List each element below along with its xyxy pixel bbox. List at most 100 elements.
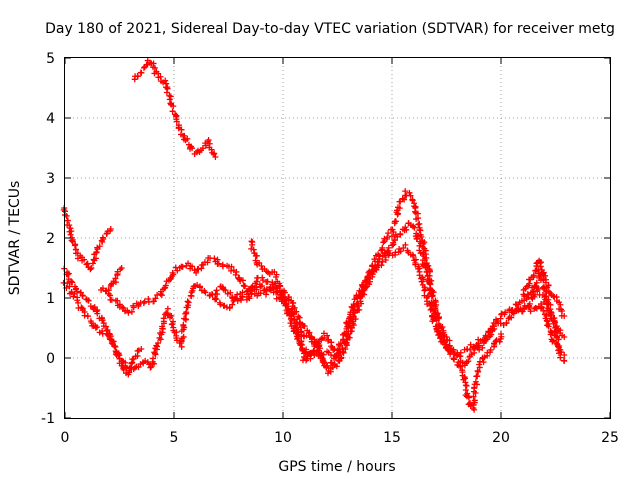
data-point-marker [168, 321, 175, 328]
data-point-marker [423, 254, 430, 261]
data-point-marker [378, 262, 385, 269]
data-point-marker [551, 317, 558, 324]
data-point-marker [99, 285, 106, 292]
data-point-marker [549, 338, 556, 345]
data-point-marker [385, 230, 392, 237]
data-point-marker [487, 349, 494, 356]
data-point-marker [545, 323, 552, 330]
data-point-marker [464, 346, 471, 353]
data-point-marker [415, 215, 422, 222]
plot-frame [64, 57, 611, 419]
data-point-marker [253, 252, 260, 259]
data-point-marker [277, 282, 284, 289]
data-point-marker [318, 336, 325, 343]
series-track-5 [98, 265, 125, 295]
data-point-marker [561, 313, 568, 319]
data-point-marker [462, 392, 469, 399]
data-point-marker [202, 289, 209, 296]
data-point-marker [170, 318, 177, 325]
data-point-marker [558, 349, 565, 356]
data-point-marker [88, 265, 95, 272]
data-point-marker [194, 266, 201, 273]
data-point-marker [178, 343, 185, 350]
data-point-marker [350, 301, 357, 308]
data-point-marker [108, 296, 115, 303]
data-point-marker [67, 225, 74, 232]
data-point-marker [185, 299, 192, 306]
data-point-marker [339, 345, 346, 352]
data-point-marker [127, 364, 134, 371]
data-point-marker [239, 294, 246, 301]
data-point-marker [240, 277, 247, 284]
data-point-marker [392, 218, 399, 225]
data-point-marker [159, 323, 166, 330]
data-point-marker [523, 283, 530, 290]
data-point-marker [162, 77, 169, 84]
data-point-marker [545, 282, 552, 289]
x-tick-label: 25 [601, 430, 619, 446]
data-point-marker [446, 342, 453, 349]
data-point-marker [87, 266, 94, 273]
data-point-marker [421, 287, 428, 294]
data-point-marker [142, 357, 149, 364]
data-point-marker [370, 266, 377, 273]
data-point-marker [327, 352, 334, 358]
data-point-marker [414, 235, 421, 242]
data-point-marker [256, 259, 263, 266]
data-point-marker [561, 352, 568, 358]
data-point-marker [470, 344, 477, 351]
data-point-marker [68, 278, 75, 285]
data-point-marker [285, 294, 292, 301]
data-point-marker [170, 103, 177, 110]
data-point-marker [527, 308, 534, 315]
data-point-marker [189, 145, 196, 152]
data-point-marker [307, 349, 314, 356]
data-point-marker [359, 283, 366, 290]
data-point-marker [180, 333, 187, 340]
data-point-marker [421, 239, 428, 246]
data-point-marker [130, 304, 137, 311]
data-point-marker [418, 278, 425, 285]
data-point-marker [542, 272, 549, 279]
data-point-marker [213, 296, 220, 303]
data-point-marker [263, 287, 270, 294]
data-point-marker [561, 358, 568, 364]
series-track-4 [60, 279, 145, 376]
data-point-marker [169, 108, 176, 115]
data-point-marker [134, 352, 141, 359]
data-point-marker [389, 226, 396, 233]
data-point-marker [126, 365, 133, 372]
data-point-marker [259, 277, 266, 284]
data-point-marker [249, 283, 256, 290]
data-point-marker [425, 293, 432, 300]
data-point-marker [328, 343, 335, 350]
data-point-marker [410, 253, 417, 260]
data-point-marker [305, 330, 312, 337]
data-point-marker [402, 188, 409, 195]
data-point-marker [84, 312, 91, 319]
data-point-marker [173, 118, 180, 125]
data-point-marker [71, 242, 78, 249]
data-point-marker [308, 334, 315, 341]
data-point-marker [167, 93, 174, 100]
data-point-marker [443, 343, 450, 350]
data-point-marker [102, 323, 109, 330]
data-point-marker [66, 222, 73, 229]
data-point-marker [118, 303, 125, 310]
data-point-marker [151, 349, 158, 356]
data-point-marker [189, 263, 196, 270]
data-point-marker [89, 260, 96, 267]
data-point-marker [411, 224, 418, 231]
y-tick-label: 2 [46, 231, 55, 247]
data-point-marker [526, 304, 533, 311]
y-axis-label: SDTVAR / TECUs [7, 181, 23, 296]
data-point-marker [371, 256, 378, 263]
data-point-marker [134, 73, 141, 80]
data-point-marker [561, 334, 568, 340]
data-point-marker [291, 309, 298, 316]
data-point-marker [406, 189, 413, 196]
data-point-marker [158, 292, 165, 299]
data-point-marker [498, 331, 504, 337]
data-point-marker [508, 314, 515, 321]
data-point-marker [219, 261, 226, 268]
